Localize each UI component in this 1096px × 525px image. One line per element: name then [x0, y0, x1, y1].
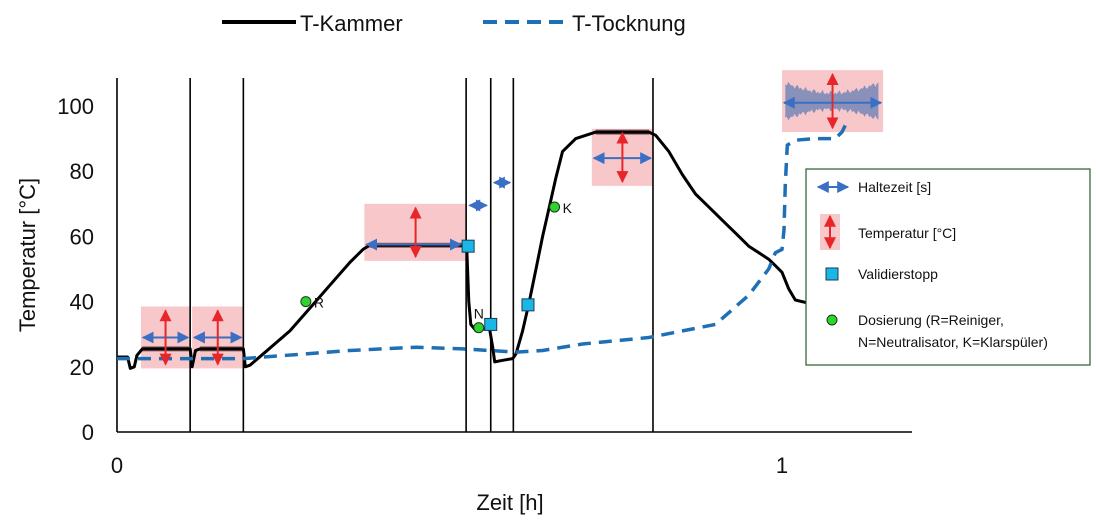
dosierung-label-N: N [474, 306, 484, 322]
y-tick-label-20: 20 [70, 355, 94, 380]
y-tick-label-60: 60 [70, 224, 94, 249]
dosierung-marker-K [549, 201, 561, 213]
validierstopp-marker-0 [461, 239, 475, 253]
y-axis-title: Temperatur [°C] [15, 178, 40, 332]
legend-haltezeit-label: Haltezeit [s] [858, 179, 931, 195]
legend-kammer-label: T-Kammer [300, 11, 403, 36]
y-tick-label-100: 100 [57, 94, 94, 119]
legend-dosierung-label-2: N=Neutralisator, K=Klarspüler) [858, 334, 1048, 350]
series-line-tocknung [117, 118, 851, 361]
legend-validierstopp-label: Validierstopp [858, 266, 938, 282]
legend-tocknung-label: T-Tocknung [572, 11, 686, 36]
top-legend: T-Kammer T-Tocknung [222, 11, 686, 36]
plot-area: 0 20 40 60 80 100 0 1 R N K [57, 70, 912, 478]
validierstopp-square-icon [825, 267, 839, 281]
dosierung-dot-icon [826, 314, 838, 326]
dosierung-label-R: R [314, 295, 324, 311]
legend-temperatur-label: Temperatur [°C] [858, 225, 956, 241]
side-legend-frame [805, 168, 1091, 366]
x-axis-title: Zeit [h] [476, 490, 543, 515]
validierstopp-marker-2 [521, 298, 535, 312]
y-tick-label-80: 80 [70, 159, 94, 184]
y-tick-label-40: 40 [70, 290, 94, 315]
legend-dosierung-label-1: Dosierung (R=Reiniger, [858, 312, 1004, 328]
dosierung-marker-N [473, 322, 485, 334]
validierstopp-marker-1 [484, 317, 498, 331]
dosierung-marker-R [300, 296, 312, 308]
x-tick-label-1: 1 [776, 453, 788, 478]
y-tick-label-0: 0 [82, 420, 94, 445]
side-legend: Haltezeit [s] Temperatur [°C] Validierst… [805, 168, 1091, 366]
x-tick-label-0: 0 [111, 453, 123, 478]
dosierung-label-K: K [563, 200, 573, 216]
